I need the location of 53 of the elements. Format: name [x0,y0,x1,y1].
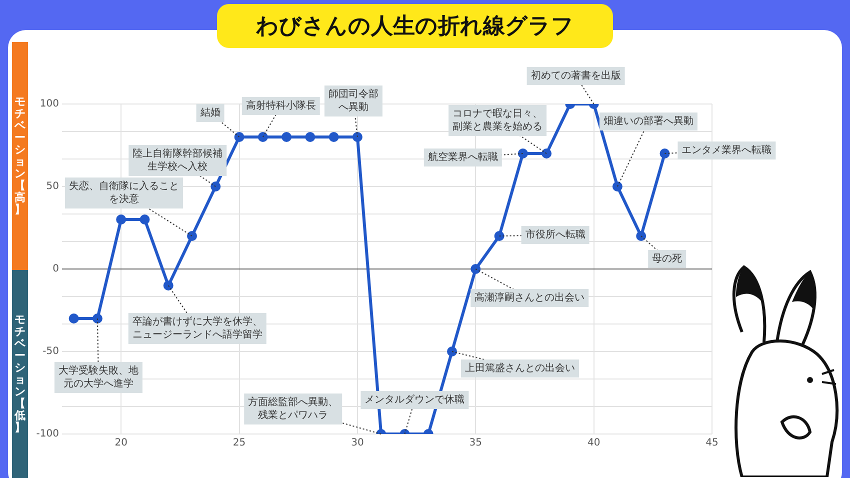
point [352,132,362,142]
point [636,231,646,241]
point [305,132,316,142]
annotation: 高射特科小隊長 [246,100,316,112]
point [542,148,552,158]
annotation: 市役所へ転職 [525,228,586,241]
x-tick-label: 40 [587,438,600,449]
point [328,132,339,142]
point [660,148,670,158]
annotation: 結婚 [199,108,220,119]
chart-title: わびさんの人生の折れ線グラフ [217,4,613,48]
annotation: 母の死 [652,254,682,265]
text: モチベーション【低】 [14,313,26,434]
annotation: 初めての著書を出版 [530,70,621,82]
annotation: 上田篤盛さんとの出会い [465,362,575,374]
point [282,132,292,142]
point [210,182,221,192]
annotation: メンタルダウンで休職 [364,394,465,406]
point [612,182,622,192]
annotation: 高瀬淳嗣さんとの出会い [474,292,585,304]
annotation: 方面総監部へ異動、残業とパワハラ [248,396,338,422]
point [68,314,79,324]
y-tick-label: 50 [46,181,59,192]
text: モチベーション【高】 [14,95,26,216]
annotation: 航空業界へ転職 [428,151,498,164]
point [187,231,197,241]
annotation: 畑違いの部署へ異動 [603,115,694,128]
y-tick-label: -50 [42,346,59,358]
annotation: コロナで暇な日々、副業と農業を始める [452,108,543,133]
point [92,314,102,324]
annotation: 卒論が書けずに大学を休学、ニュージーランドへ語学留学 [132,316,262,341]
point [163,280,174,290]
x-tick-label: 25 [232,438,246,449]
annotation: エンタメ業界へ転職 [682,144,772,156]
x-tick-label: 30 [351,438,364,449]
annotation: 失恋、自衛隊に入ることを決意 [69,180,179,206]
annotation: 陸上自衛隊幹部候補生学校へ入校 [132,148,223,173]
point [470,264,481,274]
x-tick-label: 20 [114,438,128,449]
point [518,148,528,158]
y-tick-label: -100 [36,428,59,440]
point [494,231,504,241]
x-tick-label: 45 [706,438,718,449]
point [116,214,126,224]
point [234,132,244,142]
point [447,346,457,356]
y-tick-label: 0 [52,264,59,275]
annotation: 大学受験失敗、地元の大学へ進学 [58,364,138,390]
x-tick-label: 35 [469,438,482,449]
point [140,214,150,224]
y-tick-label: 100 [40,98,59,110]
annotation: 師団司令部へ異動 [328,88,378,114]
point [258,132,268,142]
